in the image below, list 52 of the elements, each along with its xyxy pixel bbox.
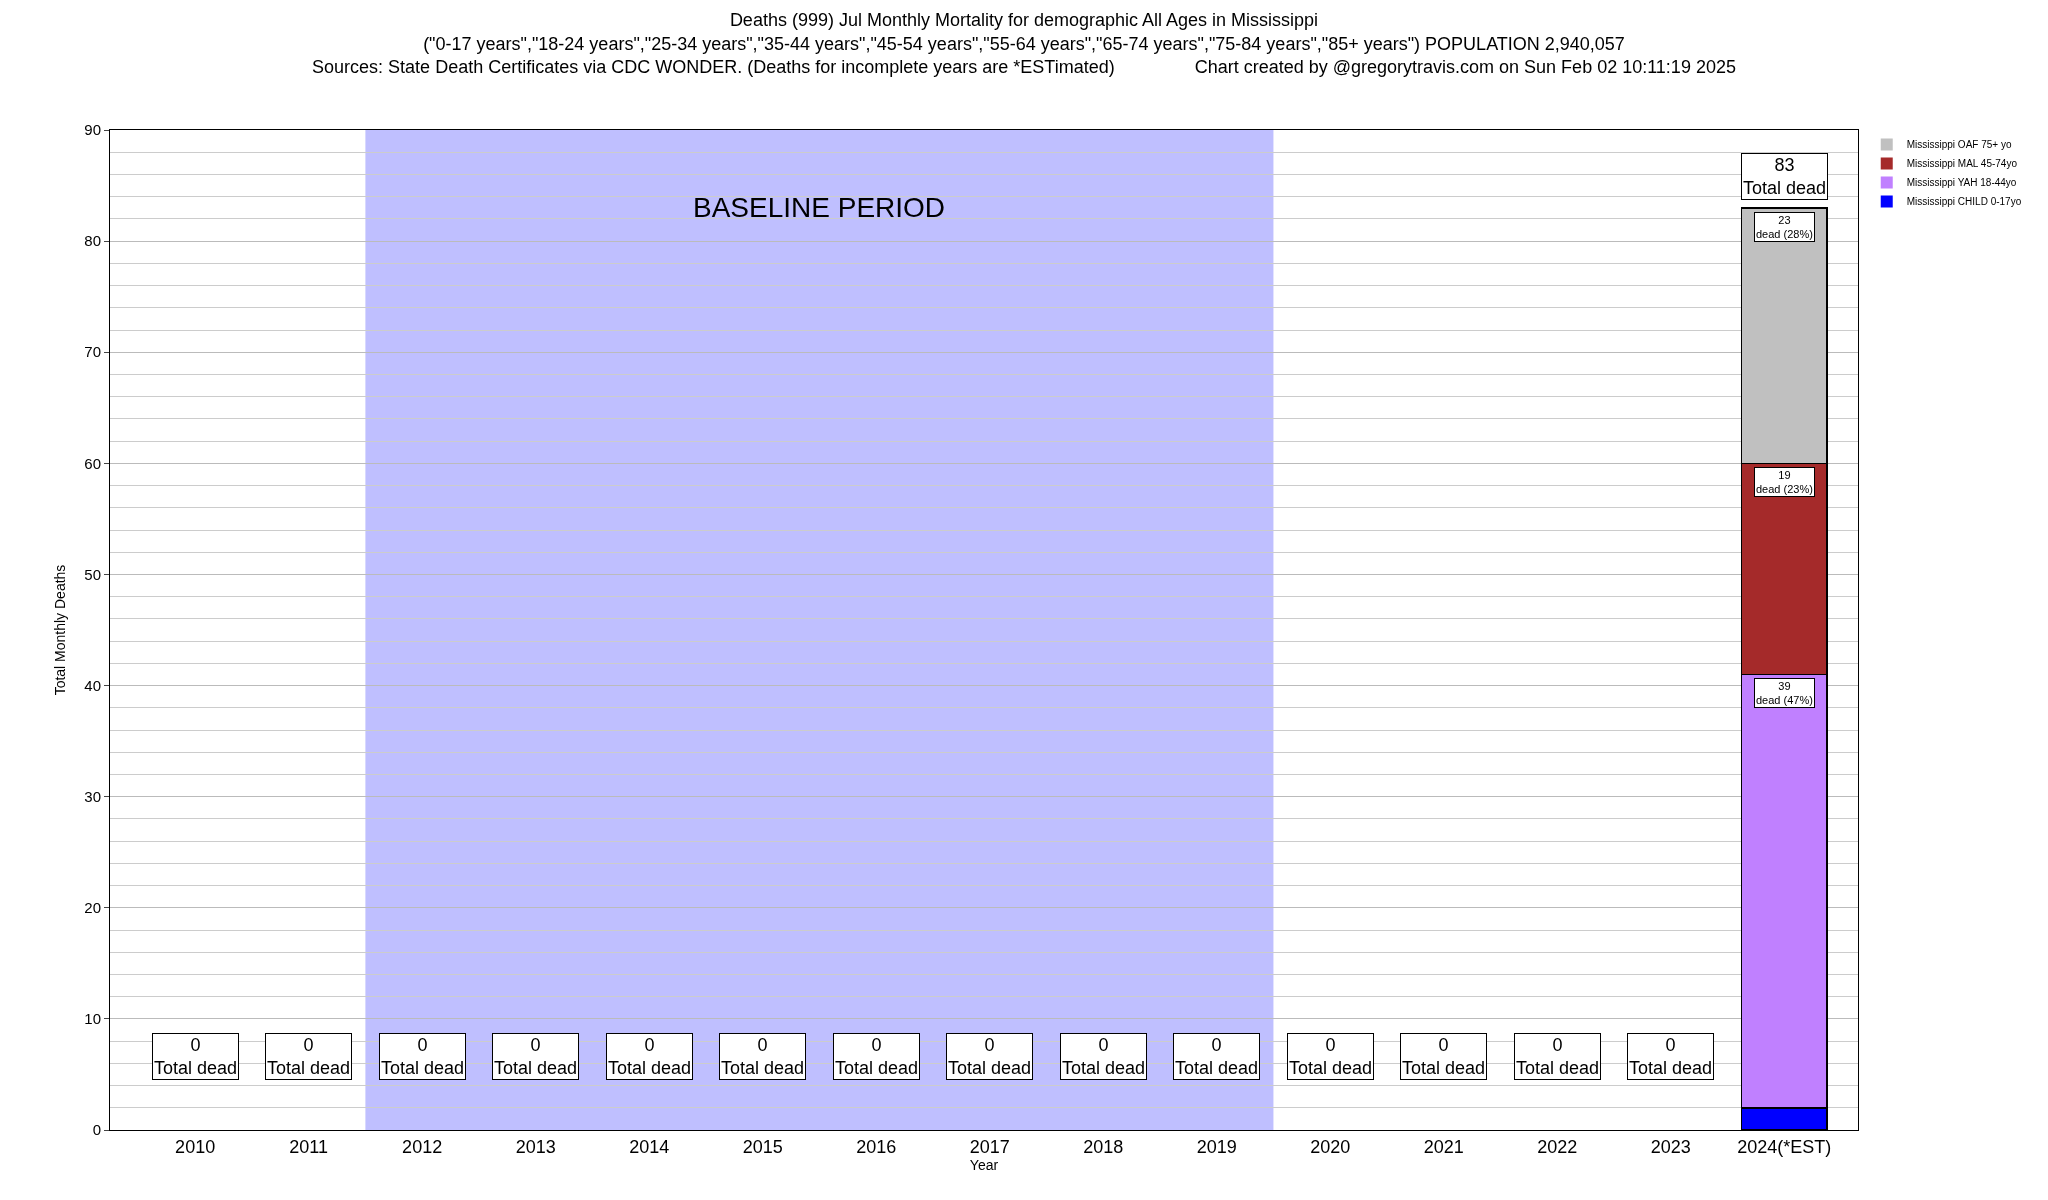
- x-tick-label: 2012: [402, 1136, 443, 1157]
- x-axis-title: Year: [969, 1156, 999, 1173]
- y-tick-label: 20: [84, 899, 101, 917]
- data-label: 23 dead (28%): [1756, 214, 1813, 241]
- x-tick-label: 2013: [515, 1136, 556, 1157]
- chart-title: Deaths (999) Jul Monthly Mortality for demographic All Ages in Mississippi: [729, 10, 1319, 31]
- x-tick-label: 2019: [1196, 1136, 1237, 1157]
- x-tick-label: 2023: [1650, 1136, 1691, 1157]
- total-label: 0 Total dead: [721, 1035, 805, 1079]
- x-tick-label: 2010: [175, 1136, 216, 1157]
- y-tick-label: 80: [84, 232, 101, 250]
- total-label: 0 Total dead: [1175, 1035, 1259, 1079]
- total-label: 0 Total dead: [1289, 1035, 1373, 1079]
- total-label: 0 Total dead: [494, 1035, 578, 1079]
- x-tick-label: 2014: [629, 1136, 670, 1157]
- data-label: 39 dead (47%): [1756, 680, 1813, 707]
- total-label: 0 Total dead: [154, 1035, 238, 1079]
- x-tick-label: 2020: [1310, 1136, 1351, 1157]
- x-tick-label: 2018: [1083, 1136, 1124, 1157]
- x-tick-label: 2022: [1537, 1136, 1578, 1157]
- x-tick-label: 2011: [289, 1136, 328, 1157]
- x-tick-label: 2015: [742, 1136, 783, 1157]
- total-label: 0 Total dead: [381, 1035, 465, 1079]
- x-tick-label: 2017: [969, 1136, 1010, 1157]
- total-label: 83 Total dead: [1743, 155, 1827, 199]
- y-tick-label: 90: [84, 121, 101, 139]
- x-tick-label: 2016: [856, 1136, 897, 1157]
- y-tick-label: 60: [84, 454, 101, 472]
- band-label: BASELINE PERIOD: [693, 192, 946, 223]
- total-label: 0 Total dead: [1402, 1035, 1486, 1079]
- y-tick-label: 0: [92, 1121, 101, 1139]
- total-label: 0 Total dead: [267, 1035, 351, 1079]
- y-tick-label: 30: [84, 787, 101, 805]
- legend-label: Mississippi CHILD 0-17yo: [1906, 196, 2022, 208]
- chart-subtitle: ("0-17 years","18-24 years","25-34 years","35-44 years","45-54 years","55-64 years","65-74 years","75-84 years","85+ years") POPULATION 2,940,057 Sources: State Death Certificates via CDC WONDER. (Deaths for incomplete years are *ESTimated) Chart created by @gregorytravis.com on Sun Feb 02 10:11:19 2025: [312, 33, 1736, 78]
- y-tick-label: 40: [84, 676, 101, 694]
- legend-label: Mississippi MAL 45-74yo: [1906, 158, 2018, 170]
- data-label: 19 dead (23%): [1756, 469, 1813, 496]
- y-tick-label: 10: [84, 1010, 101, 1028]
- x-tick-label: 2021: [1423, 1136, 1464, 1157]
- y-tick-label: 70: [84, 343, 101, 361]
- y-tick-label: 50: [84, 565, 101, 583]
- total-label: 0 Total dead: [1062, 1035, 1146, 1079]
- total-label: 0 Total dead: [608, 1035, 692, 1079]
- y-axis-title: Total Monthly Deaths: [51, 564, 68, 696]
- total-label: 0 Total dead: [1629, 1035, 1713, 1079]
- legend-label: Mississippi OAF 75+ yo: [1906, 139, 2012, 151]
- legend-label: Mississippi YAH 18-44yo: [1906, 177, 2017, 189]
- total-label: 0 Total dead: [835, 1035, 919, 1079]
- x-tick-label: 2024(*EST): [1737, 1136, 1832, 1157]
- total-label: 0 Total dead: [1516, 1035, 1600, 1079]
- total-label: 0 Total dead: [948, 1035, 1032, 1079]
